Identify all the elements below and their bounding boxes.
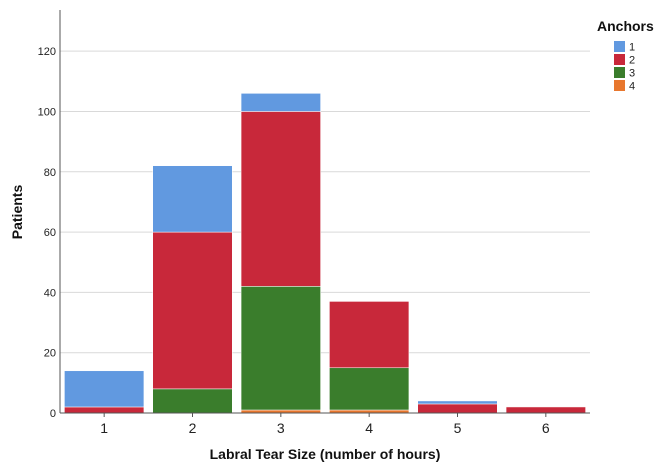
- legend-title: Anchors: [597, 18, 654, 34]
- bars: [64, 93, 586, 414]
- bar-segment-anchors-2-size-3: [240, 111, 321, 287]
- y-tick-label: 60: [44, 227, 56, 239]
- legend-label-3: 3: [629, 68, 635, 80]
- y-tick-labels: 0 20 40 60 80 100 120: [38, 46, 56, 420]
- legend-label-4: 4: [629, 81, 635, 93]
- legend-label-1: 1: [629, 42, 635, 54]
- y-tick-label: 0: [50, 408, 56, 420]
- bar-segment-anchors-2-size-5: [417, 403, 498, 414]
- bar-segment-anchors-3-size-2: [152, 388, 233, 414]
- bar-segment-anchors-1-size-1: [64, 370, 145, 408]
- y-tick-label: 120: [38, 46, 56, 58]
- bar-segment-anchors-3-size-3: [240, 286, 321, 411]
- y-tick-label: 80: [44, 167, 56, 179]
- x-tick-label: 4: [365, 420, 373, 436]
- legend-swatch-1: [614, 41, 625, 52]
- legend-swatch-4: [614, 80, 625, 91]
- x-axis-label: Labral Tear Size (number of hours): [210, 446, 441, 462]
- legend-label-2: 2: [629, 55, 635, 67]
- legend-swatch-2: [614, 54, 625, 65]
- bar-segment-anchors-1-size-5: [417, 400, 498, 405]
- bar-segment-anchors-2-size-6: [505, 406, 586, 414]
- bar-segment-anchors-2-size-4: [329, 301, 410, 369]
- y-tick-label: 20: [44, 348, 56, 360]
- y-tick-label: 40: [44, 287, 56, 299]
- x-tick-label: 1: [100, 420, 108, 436]
- x-tick-label: 5: [454, 420, 462, 436]
- x-tick-label: 6: [542, 420, 550, 436]
- x-tick-label: 3: [277, 420, 285, 436]
- bar-segment-anchors-2-size-1: [64, 406, 145, 414]
- bar-segment-anchors-3-size-4: [329, 367, 410, 411]
- bar-segment-anchors-1-size-3: [240, 93, 321, 112]
- x-tick-label: 2: [189, 420, 197, 436]
- bar-segment-anchors-2-size-2: [152, 231, 233, 390]
- legend-swatch-3: [614, 67, 625, 78]
- bar-segment-anchors-1-size-2: [152, 165, 233, 233]
- y-axis-label: Patients: [9, 185, 25, 240]
- y-tick-label: 100: [38, 106, 56, 118]
- x-tick-labels: 1 2 3 4 5 6: [100, 413, 550, 436]
- gridlines: [60, 50, 590, 354]
